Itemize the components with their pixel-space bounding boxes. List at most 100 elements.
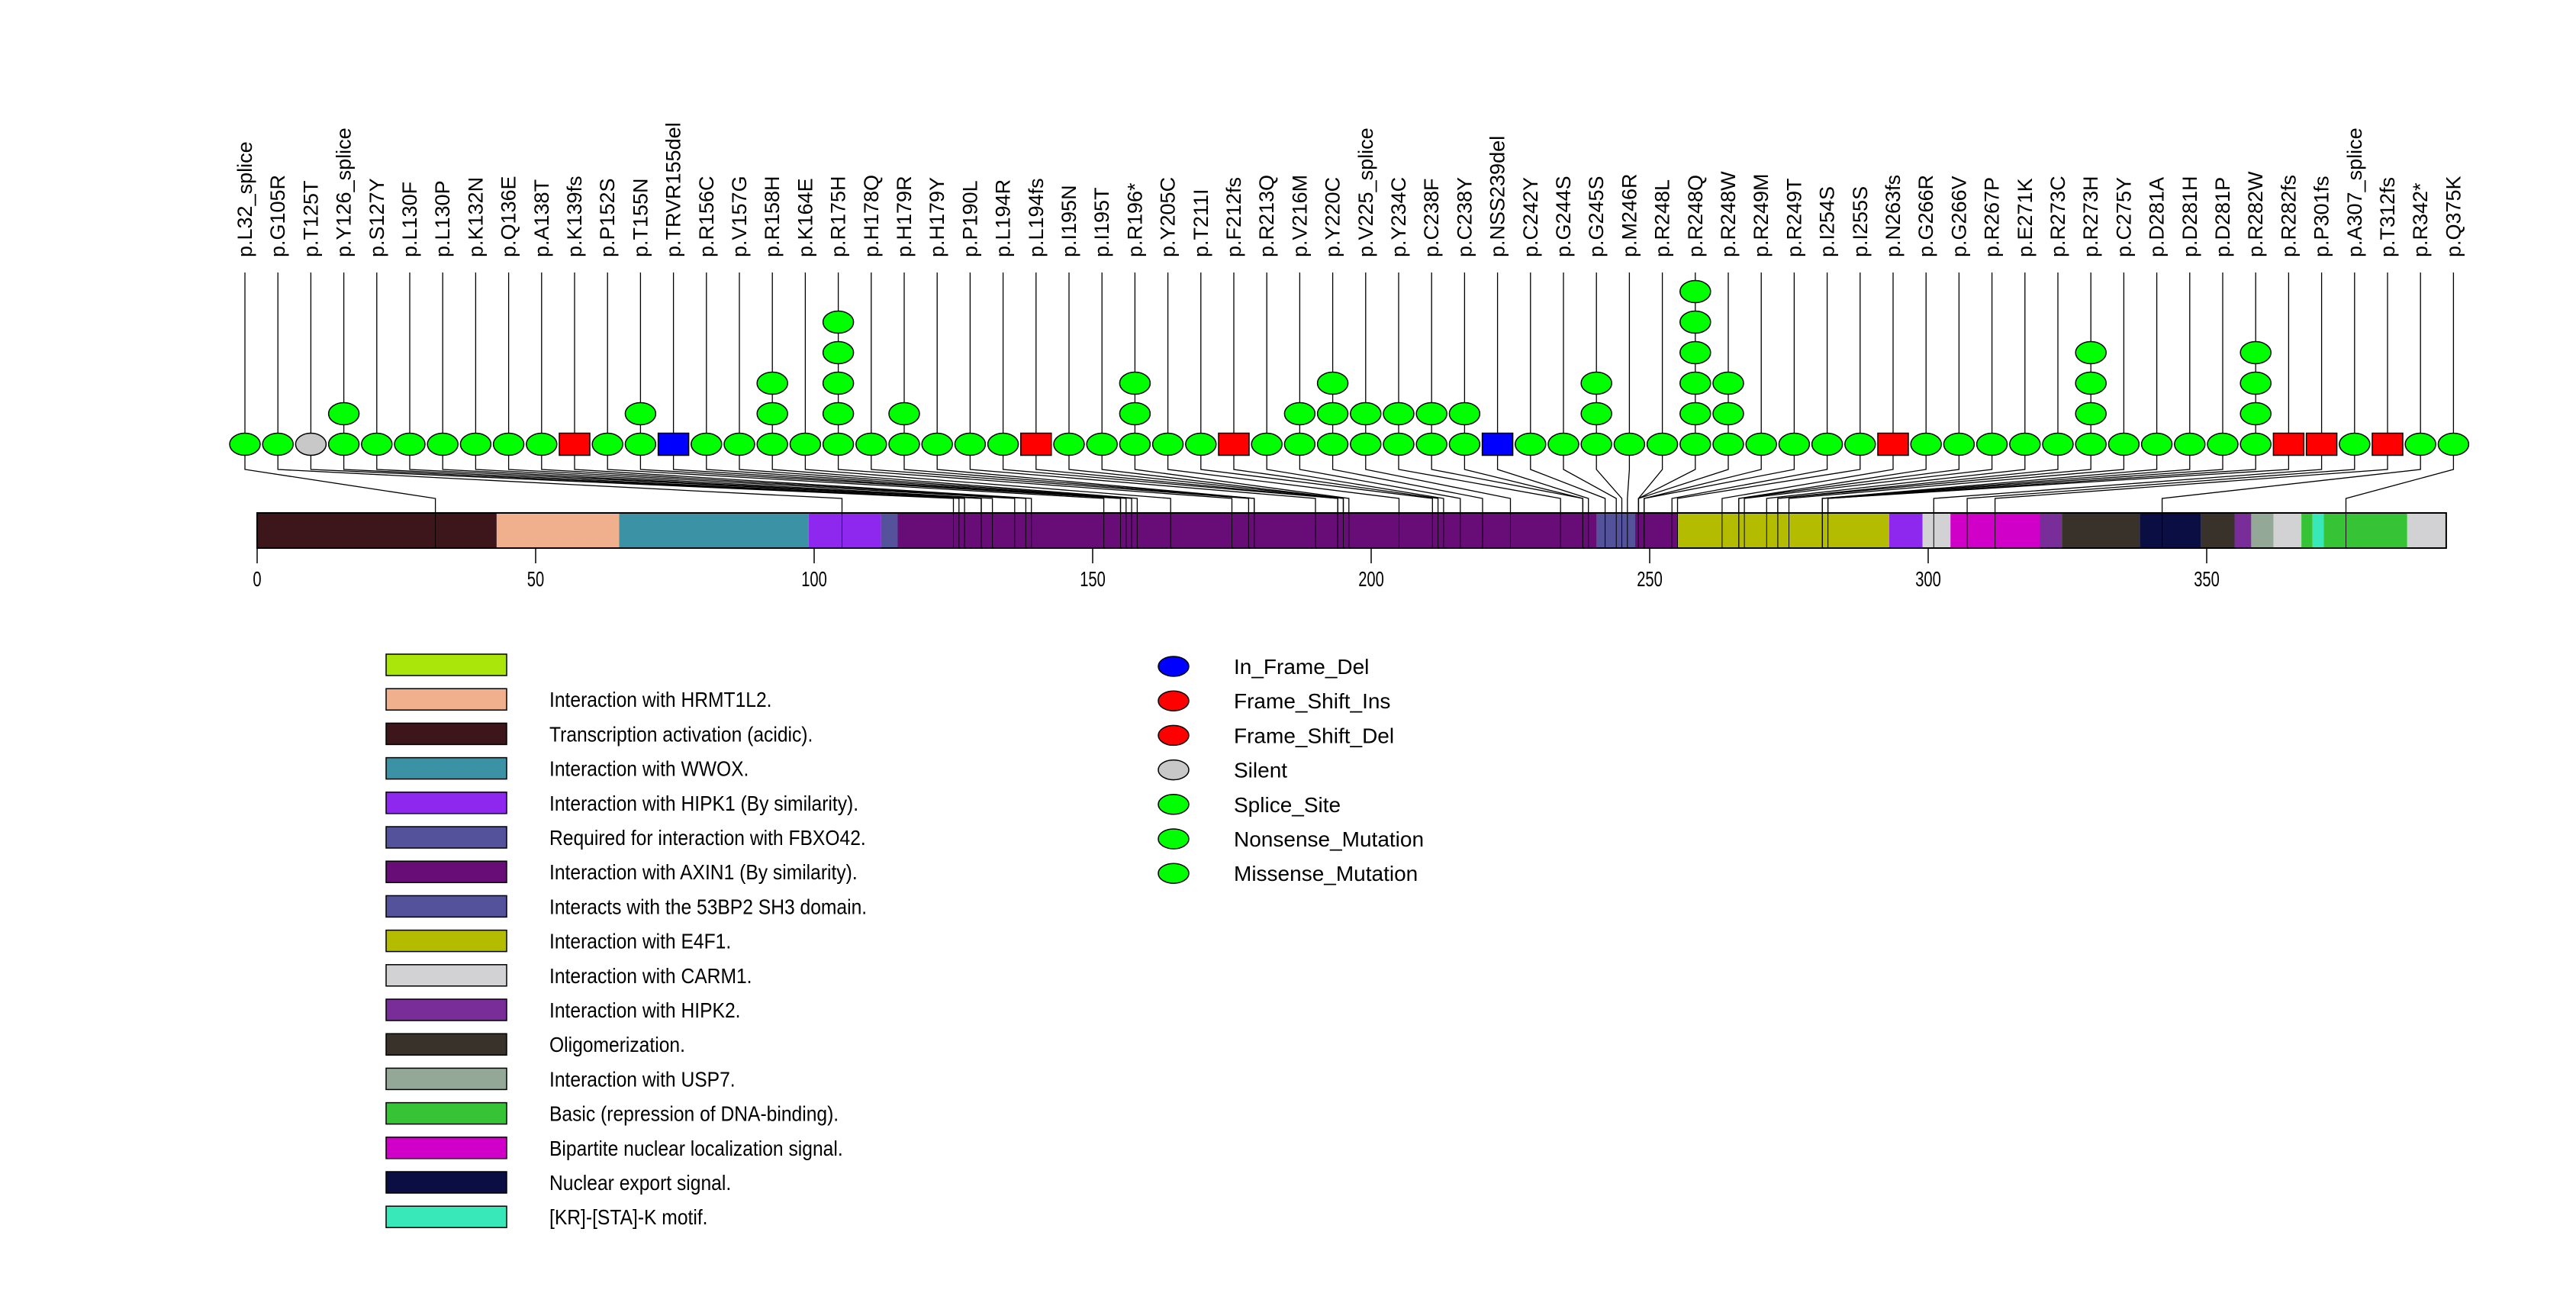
mutation-marker-circle — [361, 432, 393, 456]
domain-legend-swatch — [385, 756, 507, 780]
mutation-marker-circle — [1415, 402, 1447, 426]
mutation-marker-square — [1218, 432, 1250, 456]
mutation-label: p.C242Y — [1519, 177, 1542, 257]
position-connector — [1627, 444, 1631, 513]
position-connector — [1637, 444, 1729, 513]
domain-legend-label: Interaction with E4F1. — [549, 929, 731, 953]
domain-legend-label: Interaction with AXIN1 (By similarity). — [549, 860, 858, 885]
mutation-marker-circle — [1251, 432, 1283, 456]
mutation-label: p.I195T — [1090, 187, 1113, 257]
type-legend-marker — [1158, 656, 1190, 677]
type-legend-label: In_Frame_Del — [1234, 655, 1369, 679]
mutation-marker-circle — [1679, 371, 1711, 395]
mutation-label: p.I195N — [1058, 185, 1080, 257]
axis-tick-label: 50 — [527, 568, 544, 592]
position-connector — [1200, 444, 1433, 513]
mutation-label: p.R158H — [761, 176, 784, 257]
mutation-label: p.Q375K — [2442, 176, 2465, 257]
mutation-label: p.A138T — [530, 179, 553, 257]
type-legend-marker — [1158, 759, 1190, 781]
mutation-marker-square — [1877, 432, 1909, 456]
domain-legend-label: [KR]-[STA]-K motif. — [549, 1205, 708, 1230]
domain-legend-label: Interaction with HIPK1 (By similarity). — [549, 791, 858, 815]
mutation-marker-circle — [1119, 371, 1151, 395]
axis-tick-label: 300 — [1915, 568, 1941, 592]
mutation-marker-circle — [1811, 432, 1843, 456]
mutation-marker-circle — [591, 432, 623, 456]
mutation-label: p.D281P — [2211, 177, 2234, 257]
mutation-marker-circle — [888, 402, 920, 426]
position-axis: 0 50 100 150 200 250 300 350 — [253, 548, 2220, 592]
mutation-label: p.A307_splice — [2343, 127, 2366, 257]
mutation-marker-square — [559, 432, 591, 456]
mutation-marker-circle — [1580, 402, 1612, 426]
domain-legend-swatch — [385, 826, 507, 849]
mutation-marker-square — [2272, 432, 2305, 456]
axis-tick-label: 0 — [253, 568, 261, 592]
mutation-marker-circle — [822, 432, 855, 456]
mutation-marker-circle — [1119, 432, 1151, 456]
mutation-marker-circle — [1283, 432, 1316, 456]
mutation-marker-circle — [1613, 432, 1646, 456]
type-legend-marker — [1158, 794, 1190, 815]
domain-bar-outline — [256, 512, 2447, 549]
domain-segment — [2234, 513, 2252, 548]
domain-segment — [897, 513, 1597, 548]
mutation-label: p.F212fs — [1222, 177, 1245, 257]
mutation-label: p.V225_splice — [1354, 127, 1377, 257]
mutation-label: p.K164E — [794, 178, 816, 257]
mutation-label: p.S127Y — [365, 178, 388, 257]
position-connector — [1530, 444, 1606, 513]
mutation-marker-circle — [921, 432, 953, 456]
mutation-label: p.L130P — [431, 180, 454, 257]
mutation-label: p.G105R — [266, 175, 289, 257]
mutation-marker-circle — [756, 432, 788, 456]
position-connector — [1744, 444, 1993, 513]
mutation-label: p.R267P — [1981, 177, 2004, 257]
mutation-label: p.G266V — [1947, 176, 1970, 257]
mutation-marker-circle — [2240, 340, 2272, 365]
position-connector — [1266, 444, 1444, 513]
mutation-marker-circle — [756, 371, 788, 395]
mutation-marker-circle — [1580, 371, 1612, 395]
mutation-label: p.H179Y — [926, 177, 948, 257]
mutation-marker-circle — [2075, 432, 2107, 456]
mutation-label: p.G244S — [1552, 176, 1575, 257]
domain-segment — [2273, 513, 2302, 548]
position-connector — [1821, 444, 2223, 513]
mutation-label: p.R248L — [1651, 179, 1674, 257]
mutation-stems — [244, 273, 2455, 444]
position-connector — [343, 444, 960, 513]
mutation-label: p.G266R — [1914, 175, 1937, 257]
position-connectors — [244, 444, 2455, 513]
mutation-label: p.C238Y — [1453, 177, 1476, 257]
position-connector — [1738, 444, 1960, 513]
domain-segment — [2062, 513, 2140, 548]
position-connector — [1563, 444, 1617, 513]
domain-legend-label: Basic (repression of DNA-binding). — [549, 1101, 839, 1126]
mutation-label: p.H178Q — [860, 175, 883, 257]
mutation-marker-circle — [526, 432, 558, 456]
mutation-label: p.P301fs — [2310, 176, 2333, 257]
position-connector — [1721, 444, 1894, 513]
mutation-marker-circle — [1316, 402, 1349, 426]
mutation-label: p.G245S — [1585, 176, 1608, 257]
mutation-label: p.C275Y — [2112, 177, 2135, 257]
mutation-marker-circle — [1679, 432, 1711, 456]
mutation-label: p.D281A — [2146, 177, 2169, 257]
mutation-label: p.L32_splice — [233, 141, 256, 257]
domain-legend-swatch — [385, 1067, 507, 1091]
mutation-label: p.Y205C — [1157, 177, 1180, 257]
domain-segment — [1635, 513, 1678, 548]
mutation-marker-circle — [327, 402, 360, 426]
position-connector — [1827, 444, 2290, 513]
mutation-marker-circle — [987, 432, 1019, 456]
domain-legend-swatch — [385, 722, 507, 746]
mutation-label: p.T312fs — [2376, 177, 2399, 257]
mutation-marker-circle — [1119, 402, 1151, 426]
mutation-label: p.P152S — [596, 178, 619, 257]
mutation-marker-circle — [1679, 340, 1711, 365]
mutation-label: p.L194fs — [1025, 178, 1048, 257]
mutation-marker-circle — [822, 371, 855, 395]
mutation-marker-square — [2305, 432, 2338, 456]
